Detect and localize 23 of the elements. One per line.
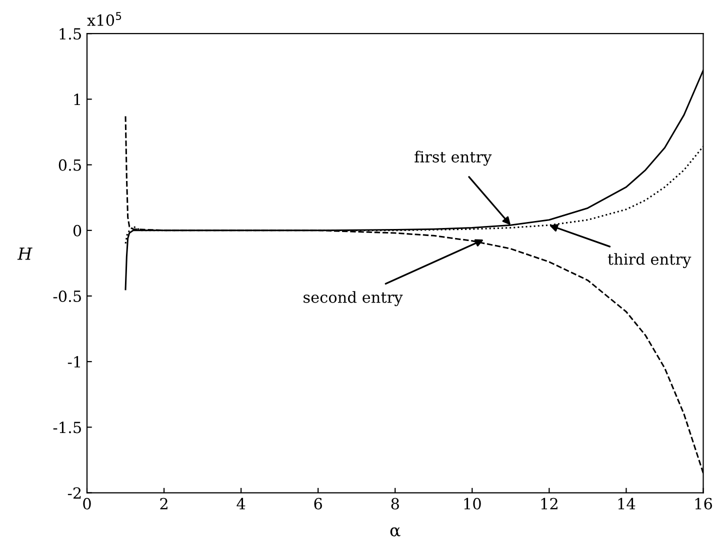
x-tick-label: 4 bbox=[236, 498, 246, 510]
y-tick-label: -1.5 bbox=[53, 422, 81, 434]
annotation: first entry bbox=[414, 150, 492, 166]
x-tick-label: 2 bbox=[160, 498, 168, 510]
x-tick-label: 12 bbox=[541, 498, 558, 510]
x-tick-label: 14 bbox=[618, 498, 636, 510]
x-tick-label: 6 bbox=[314, 498, 322, 510]
x-axis-title: α bbox=[390, 527, 400, 536]
y-tick-label: 1 bbox=[74, 94, 80, 106]
y-tick-label: 0.5 bbox=[58, 159, 81, 171]
annotation: second entry bbox=[304, 291, 403, 306]
y-tick-label: -2 bbox=[68, 487, 81, 499]
x-tick-label: 8 bbox=[391, 498, 399, 510]
y-axis-title: H bbox=[17, 248, 32, 260]
x-tick-label: 10 bbox=[464, 498, 481, 510]
annotation: third entry bbox=[608, 253, 692, 268]
y-tick-label: -1 bbox=[68, 356, 80, 368]
y-tick-label: 0 bbox=[73, 224, 82, 236]
y-tick-label: -0.5 bbox=[53, 290, 81, 302]
text: x10$^{5}$ bbox=[87, 12, 122, 26]
y-tick-label: 1.5 bbox=[60, 28, 81, 40]
x-tick-label: 16 bbox=[695, 498, 712, 510]
x-tick-label: 0 bbox=[83, 498, 91, 510]
